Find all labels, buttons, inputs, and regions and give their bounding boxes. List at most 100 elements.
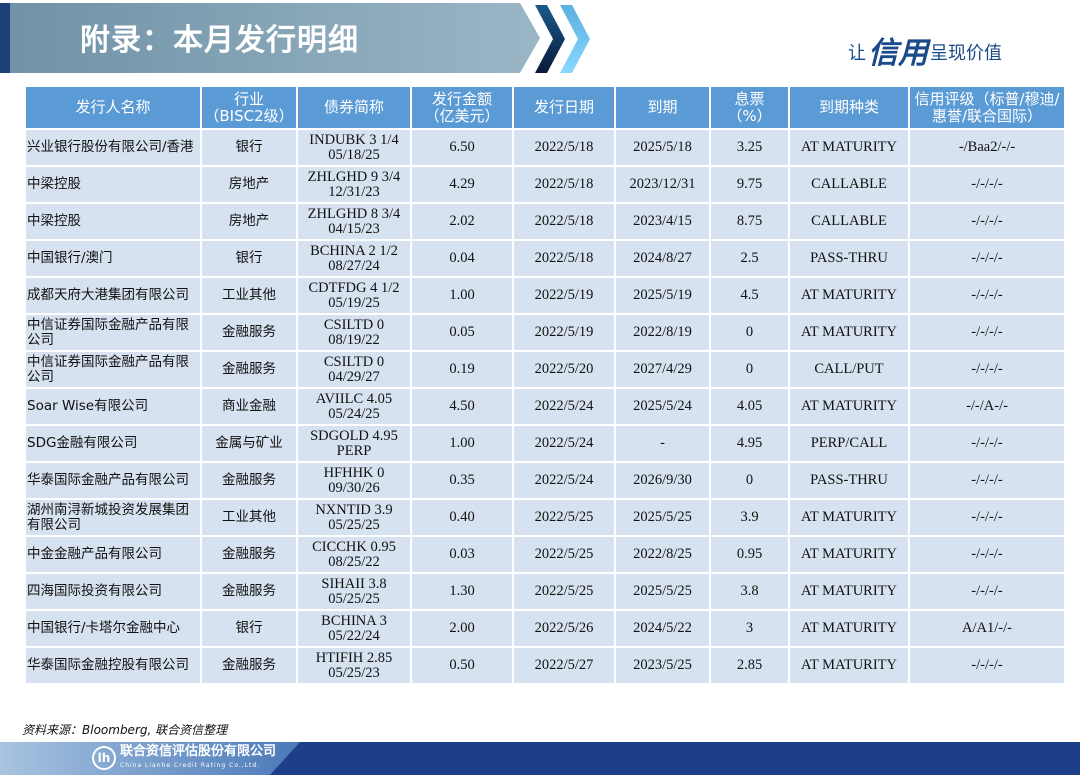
table-cell: 华泰国际金融产品有限公司 [24, 461, 202, 500]
table-cell: 0.35 [410, 461, 514, 500]
table-cell: 2022/5/24 [512, 461, 616, 500]
column-header: 行业 （BISC2级） [200, 85, 298, 130]
table-cell: -/-/-/- [908, 424, 1066, 463]
table-cell: 2022/5/27 [512, 646, 616, 685]
table-cell: 2022/5/18 [512, 165, 616, 204]
table-cell: 商业金融 [200, 387, 298, 426]
table-cell: 0.05 [410, 313, 514, 352]
table-row: 中金金融产品有限公司 金融服务 CICCHK 0.95 08/25/22 0.03 20… [24, 535, 1066, 574]
table-cell: 金属与矿业 [200, 424, 298, 463]
table-cell: 2023/12/31 [614, 165, 711, 204]
table-row: 华泰国际金融产品有限公司 金融服务 HFHHK 0 09/30/26 0.35 2022… [24, 461, 1066, 500]
table-cell: SDGOLD 4.95 PERP [296, 424, 412, 463]
table-row: 中信证券国际金融产品有限公司 金融服务 CSILTD 0 08/19/22 0.05 2… [24, 313, 1066, 352]
table-cell: 金融服务 [200, 572, 298, 611]
table-cell: 2023/4/15 [614, 202, 711, 241]
table-cell: 2022/5/20 [512, 350, 616, 389]
table-cell: 房地产 [200, 202, 298, 241]
table-cell: BCHINA 3 05/22/24 [296, 609, 412, 648]
table-cell: 0 [709, 313, 790, 352]
table-cell: 2.85 [709, 646, 790, 685]
table-cell: 3.9 [709, 498, 790, 537]
table-cell: 2024/5/22 [614, 609, 711, 648]
table-cell: 0.40 [410, 498, 514, 537]
table-cell: BCHINA 2 1/2 08/27/24 [296, 239, 412, 278]
table-cell: 8.75 [709, 202, 790, 241]
table-cell: -/-/-/- [908, 535, 1066, 574]
table-cell: INDUBK 3 1/4 05/18/25 [296, 128, 412, 167]
table-cell: 2022/8/19 [614, 313, 711, 352]
table-row: 中信证券国际金融产品有限公司 金融服务 CSILTD 0 04/29/27 0.19 2… [24, 350, 1066, 389]
column-header: 信用评级（标普/穆迪/惠誉/联合国际） [908, 85, 1066, 130]
table-cell: 湖州南浔新城投资发展集团有限公司 [24, 498, 202, 537]
table-cell: 2025/5/25 [614, 498, 711, 537]
table-cell: CSILTD 0 04/29/27 [296, 350, 412, 389]
table-cell: 中金金融产品有限公司 [24, 535, 202, 574]
table-cell: 四海国际投资有限公司 [24, 572, 202, 611]
table-cell: -/-/-/- [908, 498, 1066, 537]
table-cell: AT MATURITY [788, 387, 910, 426]
table-cell: 2025/5/24 [614, 387, 711, 426]
table-cell: 银行 [200, 128, 298, 167]
table-cell: PASS-THRU [788, 461, 910, 500]
table-cell: 2022/5/18 [512, 128, 616, 167]
table-cell: 0.04 [410, 239, 514, 278]
table-row: 中国银行/澳门 银行 BCHINA 2 1/2 08/27/24 0.04 2022/5… [24, 239, 1066, 278]
table-cell: 2.5 [709, 239, 790, 278]
table-cell: 中梁控股 [24, 165, 202, 204]
footer: lh 联合资信评估股份有限公司 China Lianhe Credit Rati… [0, 742, 1080, 775]
table-cell: 4.95 [709, 424, 790, 463]
table-cell: 1.30 [410, 572, 514, 611]
table-cell: SDG金融有限公司 [24, 424, 202, 463]
table-cell: 中国银行/澳门 [24, 239, 202, 278]
table-cell: 2022/5/19 [512, 276, 616, 315]
table-cell: AT MATURITY [788, 609, 910, 648]
slogan: 让信用 呈现价值 [848, 36, 1002, 71]
table-cell: CICCHK 0.95 08/25/22 [296, 535, 412, 574]
column-header: 到期 [614, 85, 711, 130]
table-cell: AT MATURITY [788, 128, 910, 167]
table-cell: -/-/-/- [908, 165, 1066, 204]
table-cell: 0.95 [709, 535, 790, 574]
table-cell: 9.75 [709, 165, 790, 204]
table-cell: -/-/A-/- [908, 387, 1066, 426]
table-cell: 中梁控股 [24, 202, 202, 241]
table-cell: -/-/-/- [908, 572, 1066, 611]
table-cell: CALLABLE [788, 202, 910, 241]
table-cell: 银行 [200, 239, 298, 278]
table-row: SDG金融有限公司 金属与矿业 SDGOLD 4.95 PERP 1.00 2022/5… [24, 424, 1066, 463]
table-cell: 华泰国际金融控股有限公司 [24, 646, 202, 685]
table-cell: ZHLGHD 9 3/4 12/31/23 [296, 165, 412, 204]
issuance-table: 发行人名称 行业 （BISC2级） 债券简称 发行金额 （亿美元） 发行日期 到期 息票 （… [24, 85, 1066, 685]
table-cell: 2022/8/25 [614, 535, 711, 574]
chevron-icon [535, 5, 565, 73]
table-cell: CALL/PUT [788, 350, 910, 389]
table-cell: 金融服务 [200, 461, 298, 500]
table-cell: 2022/5/25 [512, 572, 616, 611]
table-cell: 中国银行/卡塔尔金融中心 [24, 609, 202, 648]
column-header: 发行金额 （亿美元） [410, 85, 514, 130]
table-cell: SIHAII 3.8 05/25/25 [296, 572, 412, 611]
table-cell: CALLABLE [788, 165, 910, 204]
column-header: 债券简称 [296, 85, 412, 130]
table-row: 中国银行/卡塔尔金融中心 银行 BCHINA 3 05/22/24 2.00 2022/… [24, 609, 1066, 648]
table-row: 华泰国际金融控股有限公司 金融服务 HTIFIH 2.85 05/25/23 0.50… [24, 646, 1066, 685]
table-cell: 中信证券国际金融产品有限公司 [24, 313, 202, 352]
table-cell: 2022/5/24 [512, 387, 616, 426]
table-cell: 中信证券国际金融产品有限公司 [24, 350, 202, 389]
company-logo-icon: lh [92, 746, 116, 770]
table-cell: 银行 [200, 609, 298, 648]
table-cell: 2022/5/25 [512, 535, 616, 574]
table-cell: 0 [709, 461, 790, 500]
table-cell: ZHLGHD 8 3/4 04/15/23 [296, 202, 412, 241]
table-cell: 2026/9/30 [614, 461, 711, 500]
table-cell: AT MATURITY [788, 276, 910, 315]
table-cell: 2025/5/25 [614, 572, 711, 611]
table-cell: -/-/-/- [908, 276, 1066, 315]
column-header: 息票 （%） [709, 85, 790, 130]
table-cell: 2025/5/19 [614, 276, 711, 315]
table-cell: PASS-THRU [788, 239, 910, 278]
table-cell: AT MATURITY [788, 498, 910, 537]
table-cell: 成都天府大港集团有限公司 [24, 276, 202, 315]
table-cell: 3.25 [709, 128, 790, 167]
